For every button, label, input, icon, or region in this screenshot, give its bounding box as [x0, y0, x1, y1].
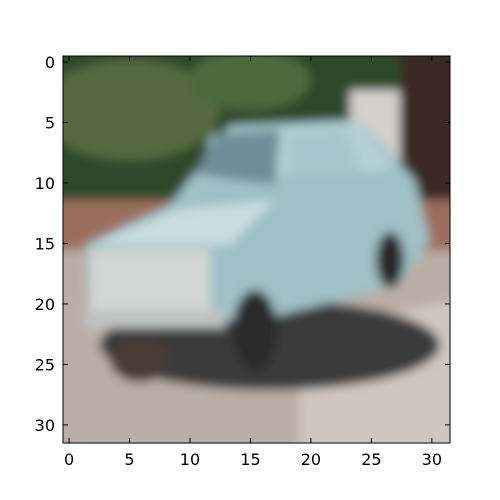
foliage-light-2 [190, 56, 310, 110]
x-tick-label: 30 [422, 450, 442, 469]
y-tick-label: 5 [45, 114, 55, 133]
hood [90, 200, 275, 245]
x-axis: 0 5 10 15 20 25 30 [64, 56, 442, 469]
y-tick-label: 10 [35, 174, 55, 193]
front-tire [233, 290, 277, 370]
car-photo [63, 56, 450, 443]
bumper [85, 310, 225, 328]
grille [90, 250, 210, 310]
y-tick-label: 30 [35, 416, 55, 435]
y-tick-label: 0 [45, 53, 55, 72]
x-tick-label: 5 [124, 450, 134, 469]
x-tick-label: 15 [240, 450, 260, 469]
x-tick-label: 0 [64, 450, 74, 469]
x-tick-label: 20 [301, 450, 321, 469]
side-window [285, 128, 360, 178]
y-tick-label: 20 [35, 295, 55, 314]
axes-frame [62, 55, 451, 444]
x-tick-label: 25 [361, 450, 381, 469]
windshield [195, 130, 280, 185]
rear-left-tire [110, 338, 170, 382]
y-tick-label: 25 [35, 355, 55, 374]
x-tick-label: 10 [180, 450, 200, 469]
y-axis: 0 5 10 15 20 25 30 [35, 53, 450, 435]
rear-tire [376, 232, 404, 288]
y-tick-label: 15 [35, 234, 55, 253]
image-area [63, 56, 450, 443]
foliage-light [63, 60, 220, 160]
